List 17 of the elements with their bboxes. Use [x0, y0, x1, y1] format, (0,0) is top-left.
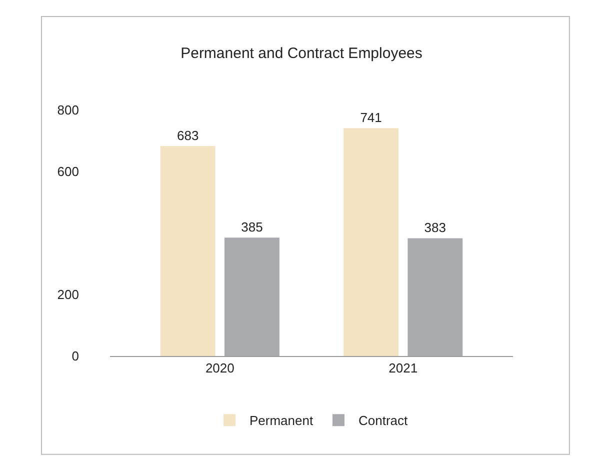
x-tick-label: 2020 — [205, 360, 234, 376]
chart-title: Permanent and Contract Employees — [180, 45, 422, 62]
legend-label: Contract — [358, 413, 408, 428]
bar — [408, 238, 463, 356]
bar — [224, 238, 280, 356]
y-tick-label: 200 — [57, 287, 79, 302]
data-label: 683 — [177, 128, 199, 143]
y-tick-label: 600 — [57, 164, 79, 180]
bar — [160, 146, 216, 356]
data-label: 385 — [241, 220, 263, 235]
bar — [344, 128, 399, 356]
legend-label: Permanent — [250, 413, 314, 428]
data-label: 741 — [360, 110, 382, 126]
y-tick-label: 0 — [72, 348, 79, 364]
y-tick-label: 800 — [57, 102, 79, 118]
x-tick-label: 2021 — [388, 360, 418, 376]
data-label: 383 — [424, 220, 446, 236]
